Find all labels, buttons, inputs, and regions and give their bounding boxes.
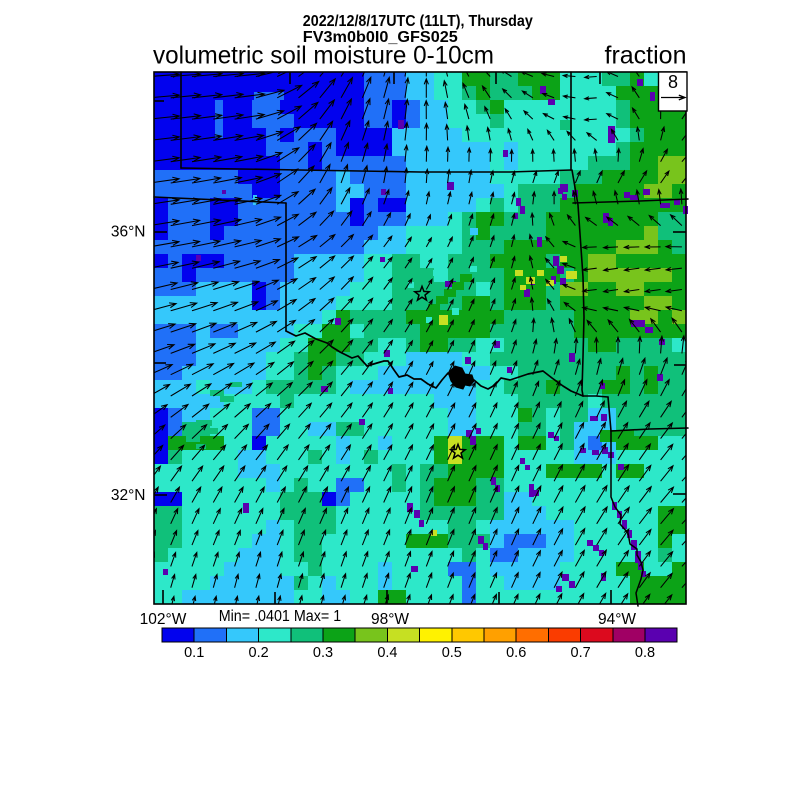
svg-text:0.8: 0.8 [635,645,655,661]
svg-text:fraction: fraction [605,42,687,70]
svg-text:32°N: 32°N [111,487,146,504]
svg-text:36°N: 36°N [111,224,146,241]
svg-text:2022/12/8/17UTC (11LT), Thursd: 2022/12/8/17UTC (11LT), Thursday [303,13,533,30]
svg-text:FV3m0b0I0_GFS025: FV3m0b0I0_GFS025 [303,29,458,46]
svg-text:0.7: 0.7 [571,645,591,661]
svg-text:0.2: 0.2 [249,645,269,661]
svg-text:8: 8 [668,72,678,92]
svg-text:0.4: 0.4 [377,645,397,661]
svg-text:0.6: 0.6 [506,645,526,661]
svg-text:102°W: 102°W [140,611,187,628]
svg-text:0.5: 0.5 [442,645,462,661]
svg-text:volumetric soil moisture 0-10c: volumetric soil moisture 0-10cm [153,42,494,70]
svg-text:0.3: 0.3 [313,645,333,661]
svg-text:94°W: 94°W [598,611,636,628]
svg-text:98°W: 98°W [371,611,409,628]
svg-text:Min= .0401 Max= 1: Min= .0401 Max= 1 [219,608,342,625]
svg-text:0.1: 0.1 [184,645,204,661]
